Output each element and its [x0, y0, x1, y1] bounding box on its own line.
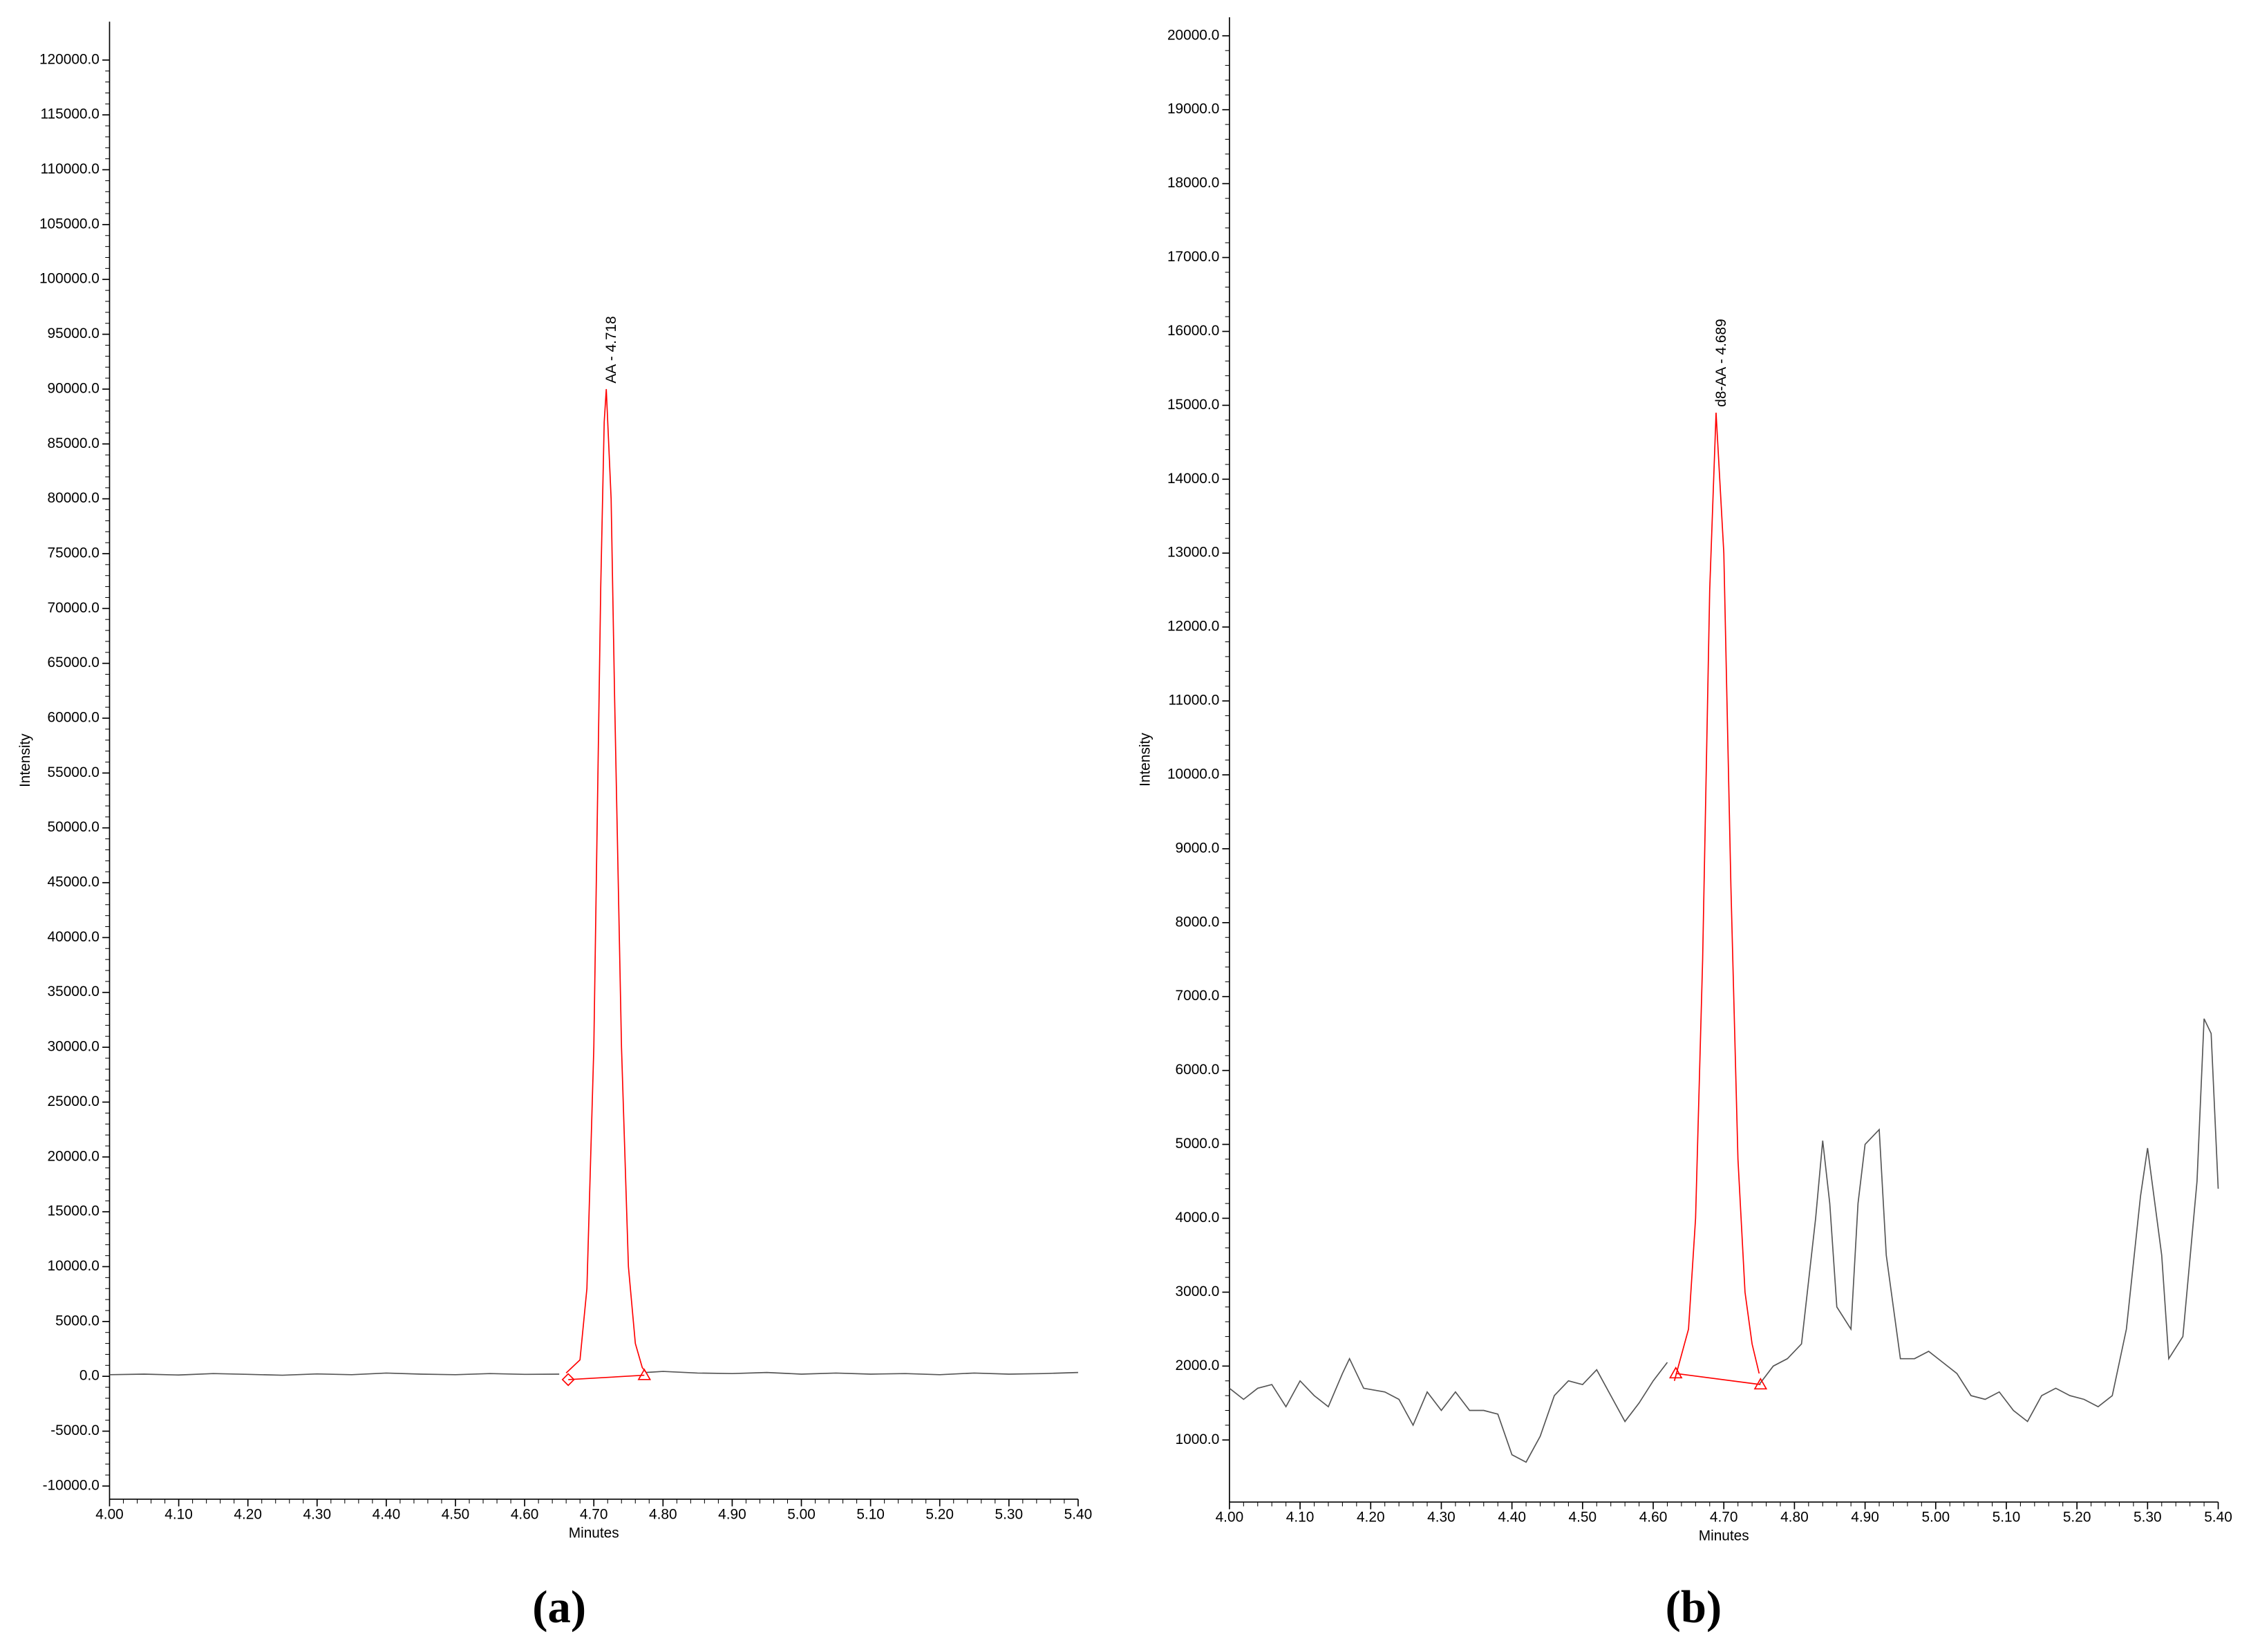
y-tick-label: 80000.0 — [48, 490, 100, 506]
y-tick-label: 30000.0 — [48, 1039, 100, 1055]
y-tick-label: 11000.0 — [1168, 693, 1219, 708]
x-tick-label: 5.00 — [787, 1506, 816, 1522]
x-tick-label: 4.70 — [1710, 1510, 1738, 1526]
x-tick-label: 4.60 — [1639, 1510, 1668, 1526]
y-tick-label: 60000.0 — [48, 710, 100, 726]
peak-marker — [1668, 1367, 1683, 1379]
y-axis-label: Intensity — [1137, 733, 1153, 787]
x-tick-label: 4.80 — [649, 1506, 677, 1522]
y-tick-label: 10000.0 — [1167, 766, 1219, 782]
x-tick-label: 4.00 — [1216, 1510, 1244, 1526]
y-tick-label: 35000.0 — [48, 984, 100, 999]
y-tick-label: 55000.0 — [48, 764, 100, 780]
y-tick-label: 9000.0 — [1176, 840, 1220, 856]
x-tick-label: 4.20 — [234, 1506, 262, 1522]
caption: (a) — [532, 1582, 586, 1633]
x-tick-label: 4.90 — [718, 1506, 746, 1522]
y-tick-label: 50000.0 — [48, 819, 100, 835]
x-tick-label: 4.90 — [1851, 1510, 1879, 1526]
peak-annotation: AA - 4.718 — [603, 316, 619, 383]
x-tick-label: 4.10 — [164, 1506, 193, 1522]
x-axis-label: Minutes — [569, 1525, 619, 1541]
x-tick-label: 4.10 — [1286, 1510, 1315, 1526]
trace — [1229, 1018, 2219, 1463]
y-tick-label: 115000.0 — [41, 106, 100, 122]
y-tick-label: 105000.0 — [39, 216, 100, 232]
caption: (b) — [1666, 1582, 1722, 1633]
x-tick-label: 4.40 — [373, 1506, 401, 1522]
y-tick-label: 15000.0 — [1167, 397, 1219, 413]
y-tick-label: -10000.0 — [43, 1477, 100, 1493]
y-tick-label: 16000.0 — [1167, 323, 1219, 339]
y-tick-label: 14000.0 — [1167, 471, 1219, 487]
y-tick-label: 1000.0 — [1176, 1432, 1220, 1447]
y-tick-label: 17000.0 — [1167, 249, 1219, 265]
y-tick-label: 95000.0 — [48, 326, 100, 341]
y-tick-label: 12000.0 — [1167, 619, 1219, 635]
x-tick-label: 5.00 — [1921, 1510, 1950, 1526]
y-tick-label: 120000.0 — [39, 51, 100, 67]
x-tick-label: 4.00 — [95, 1506, 124, 1522]
y-tick-label: 2000.0 — [1176, 1358, 1220, 1373]
peak-marker — [637, 1368, 652, 1380]
y-tick-label: 5000.0 — [1176, 1136, 1220, 1152]
y-tick-label: 100000.0 — [39, 271, 100, 287]
y-tick-label: 45000.0 — [48, 874, 100, 890]
baseline — [568, 1374, 645, 1380]
y-tick-label: 7000.0 — [1176, 988, 1220, 1004]
y-tick-label: 90000.0 — [48, 380, 100, 396]
y-tick-label: 20000.0 — [1167, 27, 1219, 43]
y-axis-label: Intensity — [17, 733, 33, 787]
y-tick-label: 6000.0 — [1176, 1062, 1220, 1078]
y-tick-label: 110000.0 — [41, 161, 100, 177]
x-tick-label: 5.20 — [2063, 1510, 2091, 1526]
y-tick-label: 5000.0 — [55, 1313, 100, 1329]
y-tick-label: 25000.0 — [48, 1093, 100, 1109]
y-tick-label: 18000.0 — [1167, 175, 1219, 191]
x-tick-label: 4.20 — [1357, 1510, 1385, 1526]
x-axis-label: Minutes — [1699, 1528, 1749, 1544]
x-tick-label: 4.30 — [1427, 1510, 1456, 1526]
y-tick-label: -5000.0 — [50, 1423, 100, 1438]
trace — [565, 388, 646, 1374]
x-tick-label: 5.10 — [1993, 1510, 2021, 1526]
x-tick-label: 5.40 — [2204, 1510, 2232, 1526]
y-tick-label: 65000.0 — [48, 655, 100, 670]
x-tick-label: 5.10 — [856, 1506, 885, 1522]
x-tick-label: 5.30 — [2134, 1510, 2162, 1526]
trace — [1673, 413, 1760, 1381]
peak-annotation: d8-AA - 4.689 — [1713, 319, 1729, 406]
y-tick-label: 4000.0 — [1176, 1210, 1220, 1226]
x-tick-label: 4.30 — [303, 1506, 332, 1522]
peak-marker — [1753, 1378, 1768, 1390]
y-tick-label: 20000.0 — [48, 1148, 100, 1164]
x-tick-label: 4.80 — [1780, 1510, 1809, 1526]
x-tick-label: 4.50 — [442, 1506, 470, 1522]
y-tick-label: 13000.0 — [1167, 545, 1219, 561]
peak-marker — [561, 1373, 575, 1387]
y-tick-label: 40000.0 — [48, 929, 100, 945]
y-tick-label: 3000.0 — [1176, 1284, 1220, 1299]
x-tick-label: 5.30 — [995, 1506, 1024, 1522]
x-tick-label: 4.40 — [1498, 1510, 1526, 1526]
y-tick-label: 19000.0 — [1167, 101, 1219, 117]
y-tick-label: 75000.0 — [48, 545, 100, 561]
y-tick-label: 8000.0 — [1176, 914, 1220, 930]
y-tick-label: 85000.0 — [48, 435, 100, 451]
y-tick-label: 15000.0 — [48, 1203, 100, 1219]
baseline — [1675, 1373, 1761, 1385]
x-tick-label: 5.20 — [925, 1506, 954, 1522]
x-tick-label: 4.70 — [580, 1506, 608, 1522]
y-tick-label: 0.0 — [79, 1368, 100, 1384]
y-tick-label: 70000.0 — [48, 600, 100, 616]
y-tick-label: 10000.0 — [48, 1258, 100, 1274]
x-tick-label: 4.50 — [1569, 1510, 1597, 1526]
x-tick-label: 5.40 — [1064, 1506, 1093, 1522]
x-tick-label: 4.60 — [511, 1506, 539, 1522]
trace — [109, 1371, 1078, 1376]
